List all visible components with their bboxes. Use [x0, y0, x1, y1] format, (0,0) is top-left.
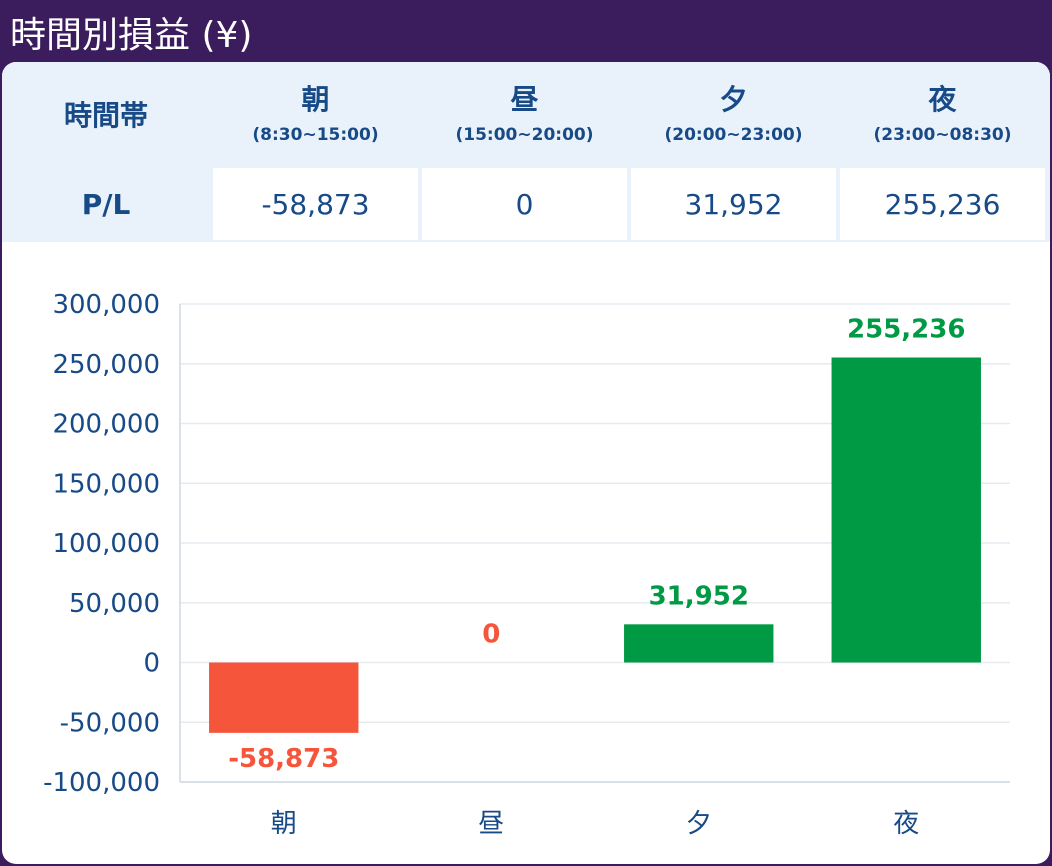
y-tick-label: 0	[143, 649, 160, 679]
page-title: 時間別損益 (¥)	[10, 15, 253, 56]
x-tick-label: 朝	[271, 809, 297, 839]
y-tick-label: 150,000	[52, 469, 160, 499]
column-name: 夕	[719, 83, 748, 116]
pl-value-morning: -58,873	[213, 168, 418, 240]
y-tick-label: 200,000	[52, 410, 160, 440]
y-tick-label: -50,000	[60, 708, 160, 738]
column-name: 夜	[928, 83, 957, 116]
column-header-morning: 朝 (8:30~15:00)	[212, 62, 419, 166]
y-tick-label: 300,000	[52, 290, 160, 320]
y-tick-label: -100,000	[43, 768, 160, 798]
data-label: 31,952	[649, 581, 749, 611]
bar	[209, 662, 359, 733]
pl-value-evening: 31,952	[631, 168, 836, 240]
data-label: -58,873	[228, 744, 339, 774]
column-header-night: 夜 (23:00~08:30)	[839, 62, 1046, 166]
bar	[831, 357, 981, 663]
pl-table: 時間帯 朝 (8:30~15:00) 昼 (15:00~20:00) 夕 (20…	[2, 62, 1050, 242]
column-range: (20:00~23:00)	[664, 125, 803, 145]
y-tick-label: 250,000	[52, 350, 160, 380]
data-label: 0	[482, 620, 500, 650]
time-band-header: 時間帯	[63, 99, 148, 132]
pl-row-label: P/L	[81, 187, 131, 221]
bar	[624, 624, 774, 663]
pl-card: 時間帯 朝 (8:30~15:00) 昼 (15:00~20:00) 夕 (20…	[2, 62, 1050, 864]
column-header-daytime: 昼 (15:00~20:00)	[421, 62, 628, 166]
pl-value-daytime: 0	[422, 168, 627, 240]
column-range: (15:00~20:00)	[455, 125, 594, 145]
x-tick-label: 夕	[686, 809, 712, 839]
pl-bar-chart: 300,000 250,000 200,000 150,000 100,000 50,00…	[43, 290, 1010, 839]
data-label: 255,236	[847, 314, 965, 344]
x-tick-label: 夜	[893, 809, 919, 839]
column-header-evening: 夕 (20:00~23:00)	[630, 62, 837, 166]
y-tick-label: 100,000	[52, 529, 160, 559]
y-tick-label: 50,000	[69, 589, 160, 619]
column-name: 昼	[510, 83, 539, 116]
x-tick-label: 昼	[478, 809, 504, 839]
column-range: (8:30~15:00)	[252, 125, 379, 145]
pl-value-night: 255,236	[840, 168, 1045, 240]
column-name: 朝	[301, 83, 330, 116]
column-range: (23:00~08:30)	[873, 125, 1012, 145]
